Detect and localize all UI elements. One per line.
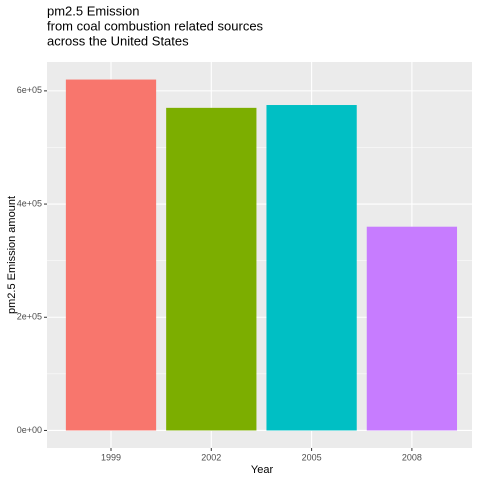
bar <box>266 105 357 431</box>
bar <box>65 79 157 431</box>
bar <box>366 226 458 431</box>
x-tick-label: 2008 <box>402 452 422 462</box>
chart-title: pm2.5 Emission <box>47 3 139 18</box>
y-tick-label: 4e+05 <box>17 198 42 208</box>
y-axis-label: pm2.5 Emission amount <box>6 196 18 314</box>
x-tick-label: 2005 <box>302 452 322 462</box>
y-tick-label: 6e+05 <box>17 85 42 95</box>
chart-title: from coal combustion related sources <box>47 18 264 33</box>
y-tick-label: 2e+05 <box>17 312 42 322</box>
y-tick-label: 0e+00 <box>17 425 42 435</box>
x-axis-label: Year <box>251 464 274 476</box>
bar <box>166 107 257 431</box>
x-tick-label: 2002 <box>201 452 221 462</box>
x-tick-label: 1999 <box>101 452 121 462</box>
chart-title: across the United States <box>47 33 189 48</box>
